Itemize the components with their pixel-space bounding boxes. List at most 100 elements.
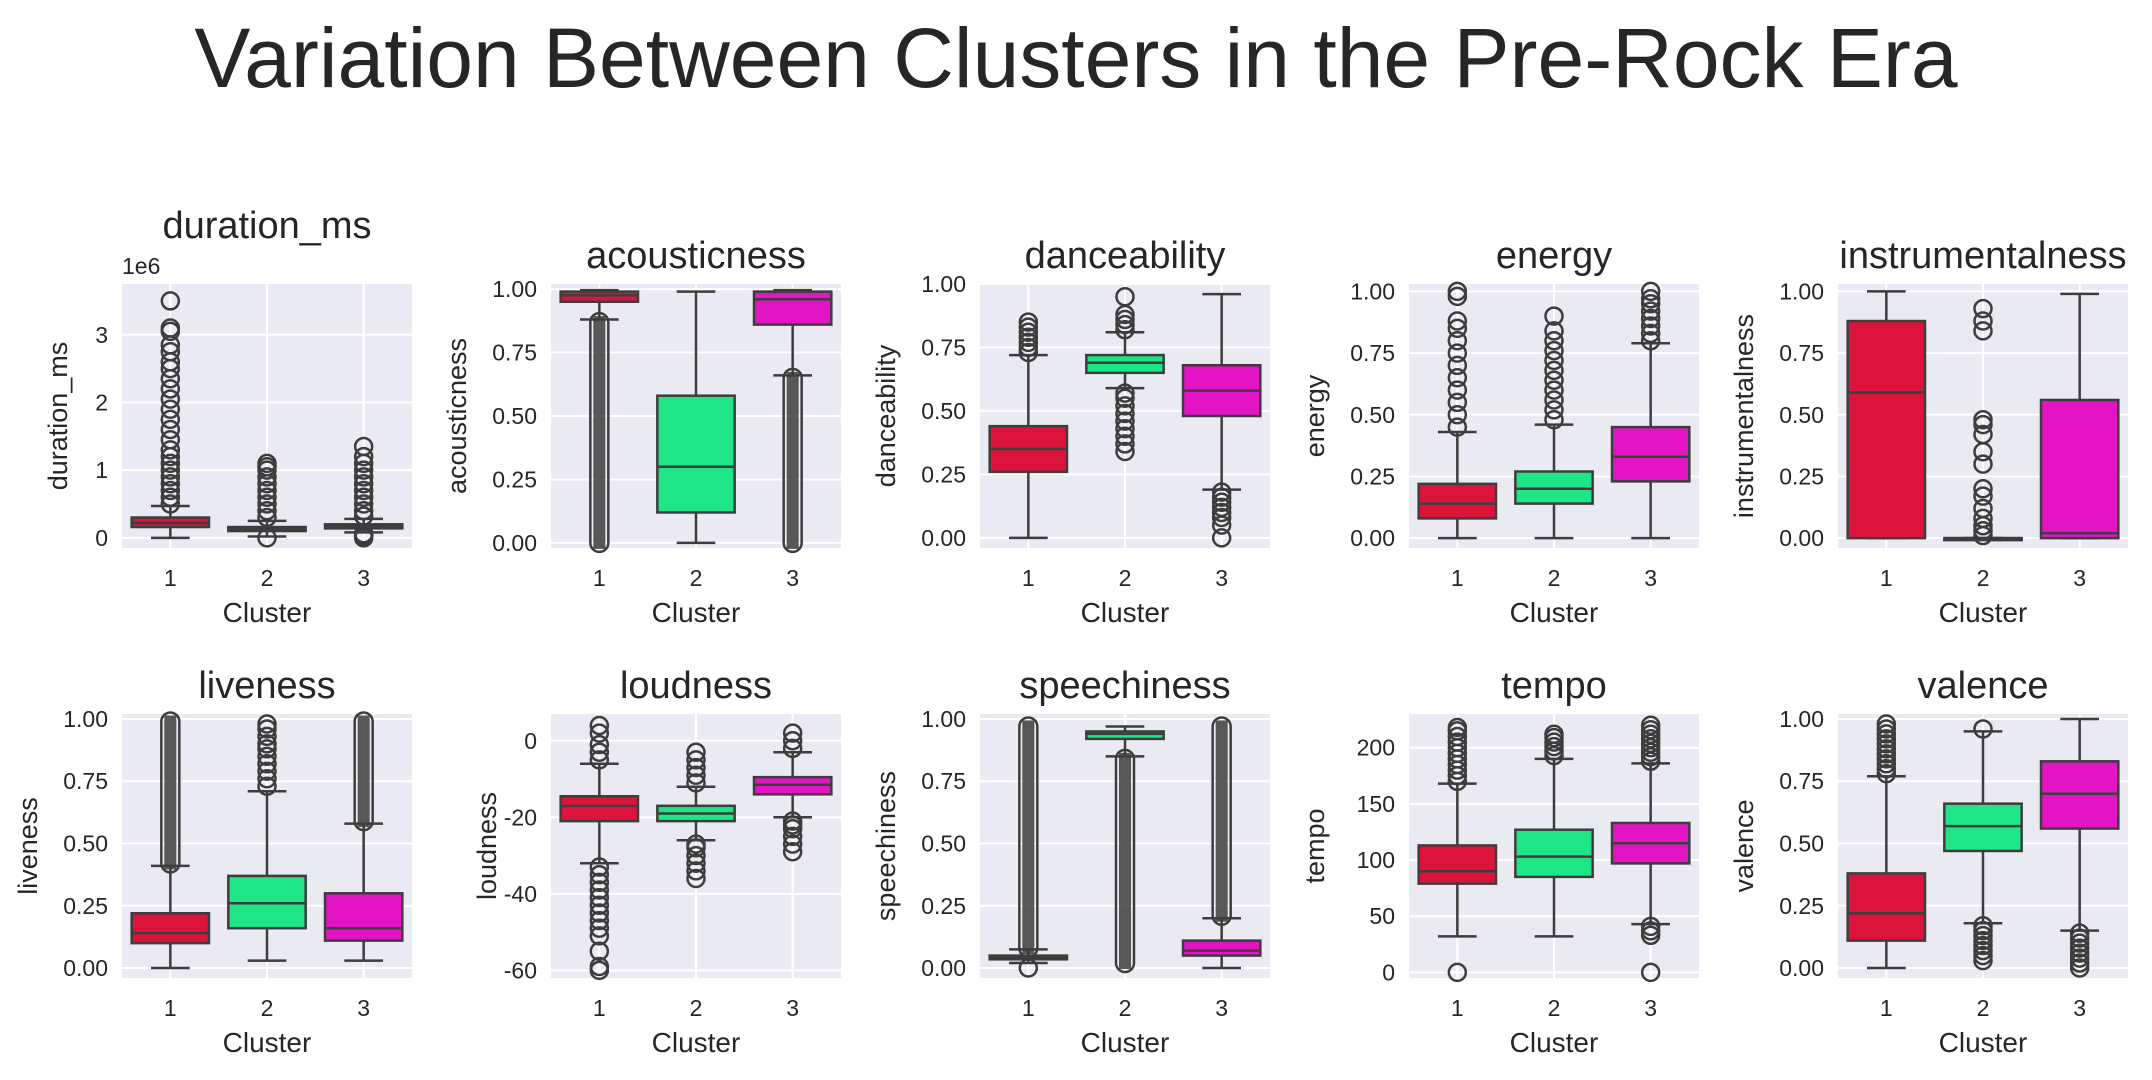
x-tick-label: 3 [786,995,799,1021]
x-axis-label: Cluster [652,597,741,628]
outlier-point [686,845,706,866]
subplot-speechiness: 0.00 0.25 0.50 0.75 1.00 1 2 3 speechiness Cluste… [871,665,1270,1058]
outlier-point [1211,502,1232,523]
box-cluster-1 [1846,714,1927,970]
iqr-box [1846,319,1927,540]
box-cluster-3 [1181,292,1262,548]
outlier-point [589,723,610,743]
outlier-point [686,861,706,881]
outlier-point [1973,414,1993,435]
outlier-point [1973,486,1993,506]
outlier-point [1973,950,1993,971]
outlier-point [686,750,706,770]
outlier-point [1115,426,1135,447]
subplot-valence: 0.00 0.25 0.50 0.75 1.00 1 2 3 valence Cluster val… [1729,665,2128,1058]
outlier-band [1114,748,1136,974]
outlier-point [160,460,181,480]
outlier-point [353,487,374,507]
box-cluster-3 [2039,717,2120,978]
y-tick-label: 0.25 [492,466,537,492]
outlier-point [160,480,181,501]
box-cluster-3 [323,711,404,962]
outlier-point [353,480,374,501]
outlier-point [1640,916,1661,937]
outlier-point [1447,355,1468,376]
outlier-point [257,761,277,782]
y-axis-label: valence [1729,799,1759,892]
outlier-point [2069,923,2090,943]
outlier-point [1211,507,1232,528]
y-tick-label: 1.00 [1350,278,1395,304]
subplot-tempo: 0 50 100 150 200 1 2 3 tempo Cluster tempo [1300,665,1699,1058]
iqr-box [130,911,211,945]
y-tick-label: -60 [504,957,537,983]
outlier-point [686,773,706,793]
outlier-point [1876,749,1897,769]
outlier-point [353,436,374,457]
outlier-point [160,453,181,474]
outlier-point [1447,392,1468,413]
outlier-band-fill [1215,720,1228,922]
x-tick-label: 2 [1119,995,1132,1021]
outlier-point [1115,418,1135,439]
subplot-energy: 0.00 0.25 0.50 0.75 1.00 1 2 3 energy Cluster ener… [1300,235,1699,628]
box-cluster-1 [1846,290,1927,540]
x-tick-label: 1 [593,565,606,591]
outlier-point [160,440,181,460]
outlier-point [1447,417,1468,437]
box-cluster-3 [2039,292,2120,540]
outlier-point [589,734,610,755]
outlier-point [589,750,610,770]
outlier-point [1447,380,1468,400]
outlier-point [160,419,181,440]
outlier-point [1973,479,1993,499]
iqr-box [2039,398,2120,540]
x-tick-label: 1 [1880,995,1893,1021]
outlier-point [160,467,181,487]
outlier-point [1640,323,1661,344]
x-axis-label: Cluster [1081,1027,1170,1058]
outlier-point [257,769,277,789]
box-cluster-2 [1085,725,1165,974]
box-cluster-2 [227,453,307,548]
x-tick-label: 3 [1215,565,1228,591]
outlier-point [1115,403,1135,424]
y-tick-label: 0.00 [1779,955,1824,981]
outlier-point [1973,454,1993,474]
outlier-point [353,473,374,494]
outlier-point [353,460,374,480]
y-tick-label: 0.75 [1779,768,1824,794]
x-tick-label: 2 [1119,565,1132,591]
x-tick-label: 1 [164,565,177,591]
y-tick-label: 1.00 [921,271,966,297]
outlier-point [1544,390,1564,410]
y-axis-label: loudness [472,792,502,900]
y-tick-label: 0.25 [1350,463,1395,489]
x-tick-label: 3 [2073,995,2086,1021]
y-tick-label: 0.00 [921,955,966,981]
y-tick-label: 50 [1369,903,1395,929]
x-tick-label: 1 [1022,995,1035,1021]
outlier-point [1973,498,1993,519]
outlier-point [1447,281,1468,302]
outlier-point [1640,281,1661,302]
outlier-point [589,864,610,885]
outlier-point [257,480,277,501]
outlier-point [1211,482,1232,502]
outlier-point [1115,383,1135,403]
subplot-title: energy [1496,235,1612,277]
box-cluster-3 [323,436,404,548]
outlier-point [686,742,706,763]
outlier-point [160,291,181,311]
outlier-point [1447,717,1468,738]
outlier-point [353,501,374,521]
y-tick-label: 0.50 [1779,402,1824,428]
outlier-point [1211,487,1232,507]
x-axis-label: Cluster [1510,597,1599,628]
outlier-point [2069,928,2090,948]
outlier-point [1018,312,1039,332]
outlier-point [1973,719,1993,739]
outlier-point [589,715,610,736]
y-tick-label: 0.75 [492,340,537,366]
outlier-point [1544,360,1564,381]
